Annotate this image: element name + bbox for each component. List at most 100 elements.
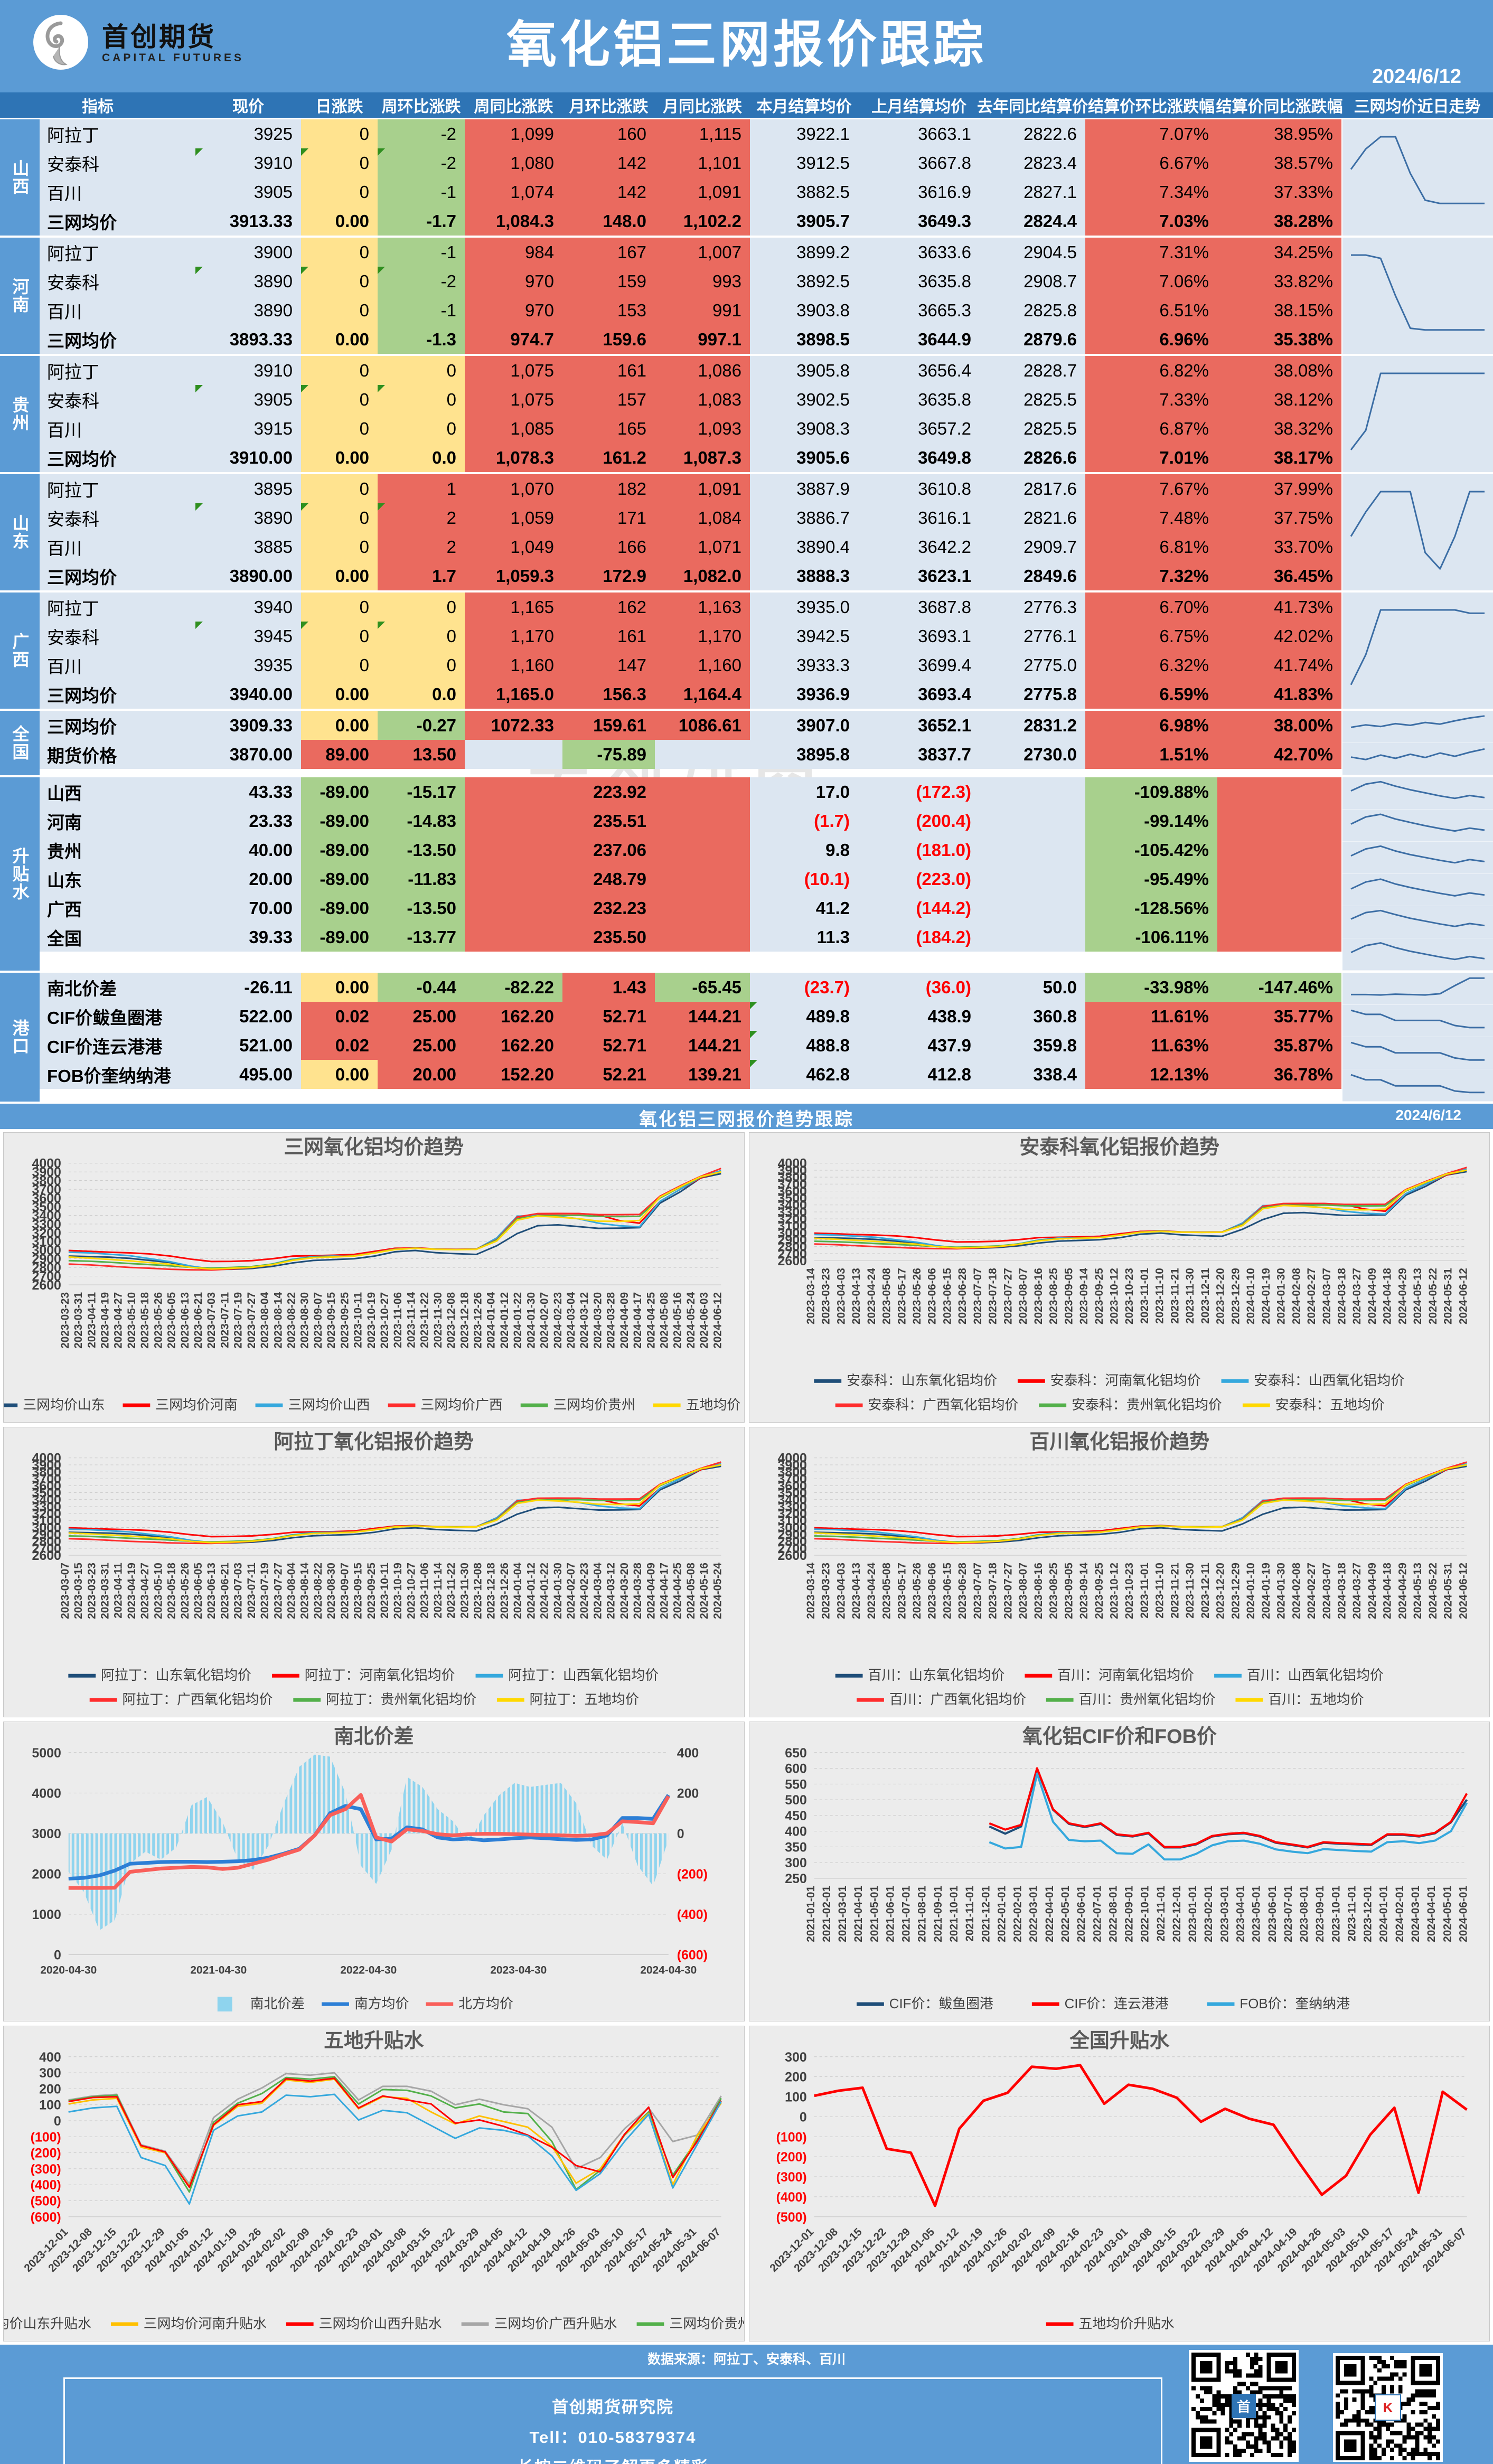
table-cell: 3909.33 [195,711,301,740]
row-label: 贵州 [40,835,195,864]
table-cell: 38.28% [1217,206,1341,236]
chart-panel-sannet: 三网氧化铝均价趋势 4000 3900 3800 3700 3600 3500 3400 330… [3,1132,745,1423]
svg-text:3700: 3700 [777,1472,806,1487]
table-cell: 36.45% [1217,561,1341,590]
table-cell: 23.33 [195,806,301,835]
svg-text:4000: 4000 [777,1451,806,1466]
svg-text:3900: 3900 [777,1458,806,1473]
svg-text:3700: 3700 [32,1472,61,1487]
svg-text:2022-12-01: 2022-12-01 [1170,1886,1182,1942]
svg-text:2023-06-28: 2023-06-28 [956,1268,969,1324]
table-cell: 159.6 [562,325,655,354]
svg-text:2023-05-08: 2023-05-08 [880,1268,893,1324]
svg-text:2020-04-30: 2020-04-30 [40,1964,97,1976]
svg-text:300: 300 [39,2066,61,2081]
svg-text:2024-01-10: 2024-01-10 [1245,1563,1257,1619]
table-row: 百川 3905 0 -1 1,074 142 1,091 3882.5 3616.9 2827.1… [40,177,1341,206]
table-cell: 3888.3 [750,561,858,590]
trend-sparkline [1350,491,1485,570]
table-cell: 1,075 [465,385,562,414]
svg-text:2023-04-13: 2023-04-13 [850,1563,862,1619]
table-row: 阿拉丁 3925 0 -2 1,099 160 1,115 3922.1 3663.1 2822.… [40,119,1341,148]
svg-text:百川：山东氧化铝均价: 百川：山东氧化铝均价 [868,1668,1004,1683]
table-cell: 3693.1 [858,622,980,651]
table-cell: 3633.6 [858,238,980,267]
table-cell: 3905.7 [750,206,858,236]
svg-text:2024-03-04: 2024-03-04 [565,1292,577,1349]
table-cell: 3899.2 [750,238,858,267]
table-cell: 3912.5 [750,148,858,177]
svg-text:2023-08-25: 2023-08-25 [1047,1563,1059,1619]
svg-text:2021-04-01: 2021-04-01 [852,1886,865,1942]
table-cell: 3663.1 [858,119,980,148]
svg-text:阿拉丁：五地均价: 阿拉丁：五地均价 [530,1692,639,1707]
table-cell: 3903.8 [750,296,858,325]
table-cell: 162.20 [465,1031,562,1060]
table-cell [1217,777,1341,806]
table-cell [655,923,750,952]
table-cell: 970 [465,267,562,296]
svg-text:2023-11-01: 2023-11-01 [1138,1268,1150,1324]
svg-text:2024-05-01: 2024-05-01 [1441,1886,1453,1942]
table-cell: 11.61% [1085,1002,1217,1031]
table-cell: 2775.0 [980,651,1085,680]
chart-aladiny: 阿拉丁氧化铝报价趋势 400039003800370036003500340033… [32,1431,724,1707]
svg-text:三网均价贵州: 三网均价贵州 [553,1397,635,1413]
trend-sparkline [1350,1041,1485,1061]
svg-text:2024-05-16: 2024-05-16 [698,1563,710,1619]
data-source: 数据来源：阿拉丁、安泰科、百川 [647,2352,846,2367]
table-cell: 11.3 [750,923,858,952]
svg-text:2024-05-08: 2024-05-08 [685,1563,697,1619]
col-header: 指标 [82,98,114,116]
table-cell: 248.79 [562,864,655,894]
table-cell: 3887.9 [750,474,858,503]
table-cell: 33.82% [1217,267,1341,296]
svg-text:2023-05-26: 2023-05-26 [179,1563,191,1619]
svg-text:200: 200 [677,1786,699,1801]
table-row: 山东 20.00 -89.00 -11.83 248.79 (10.1) (223.0) -9… [40,864,1341,894]
svg-text:2024-01-22: 2024-01-22 [539,1563,551,1619]
table-cell: 3945 [195,622,301,651]
trend-date: 2024/6/12 [1395,1107,1461,1123]
table-cell: 1086.61 [655,711,750,740]
svg-text:2900: 2900 [777,1528,806,1543]
section-label: 广西 [0,593,40,709]
table-cell [465,923,562,952]
svg-text:2021-07-01: 2021-07-01 [900,1886,912,1942]
table-cell [655,777,750,806]
svg-text:(400): (400) [31,2178,61,2193]
table-cell: 1,080 [465,148,562,177]
row-label: 阿拉丁 [40,238,195,267]
svg-text:4000: 4000 [777,1156,806,1171]
chart-panel-antaike: 安泰科氧化铝报价趋势 4000 3900 3800 3700 3600 3500 3400 33… [748,1132,1490,1423]
svg-text:3100: 3100 [32,1235,61,1249]
table-cell [465,864,562,894]
table-cell: 41.83% [1217,680,1341,709]
svg-text:2023-04-27: 2023-04-27 [139,1563,151,1619]
price-table: 首创研究 指标现价日涨跌周环比涨跌周同比涨跌月环比涨跌月同比涨跌本月结算均价上月… [0,92,1493,1104]
svg-text:2023-09-05: 2023-09-05 [1063,1268,1075,1324]
chart-baichuan: 百川氧化铝报价趋势 4000390038003700360035003400330… [777,1431,1469,1707]
svg-text:2024-04-17: 2024-04-17 [632,1292,644,1349]
svg-text:2023-12-08: 2023-12-08 [472,1563,484,1619]
svg-text:3500: 3500 [32,1200,61,1215]
svg-text:2023-08-07: 2023-08-07 [1017,1563,1029,1619]
svg-text:2024-05-22: 2024-05-22 [1426,1563,1439,1619]
table-cell: -89.00 [301,835,378,864]
table-cell: 2825.8 [980,296,1085,325]
svg-text:2023-03-31: 2023-03-31 [99,1563,111,1619]
table-cell: 437.9 [858,1031,980,1060]
table-cell: 6.87% [1085,414,1217,443]
svg-text:2023-09-07: 2023-09-07 [312,1292,324,1349]
svg-text:2023-03-31: 2023-03-31 [72,1292,84,1349]
table-cell: 0.02 [301,1002,378,1031]
svg-text:2023-06-28: 2023-06-28 [956,1563,969,1619]
trend-sparkline [1350,845,1485,864]
table-cell: 0.00 [301,206,378,236]
svg-text:CIF价：连云港港: CIF价：连云港港 [1064,1996,1168,2011]
row-label: 三网均价 [40,711,195,740]
table-cell: 41.73% [1217,593,1341,622]
svg-text:2024-04-01: 2024-04-01 [1425,1886,1438,1942]
svg-text:2023-11-14: 2023-11-14 [405,1292,417,1348]
table-cell: 7.03% [1085,206,1217,236]
